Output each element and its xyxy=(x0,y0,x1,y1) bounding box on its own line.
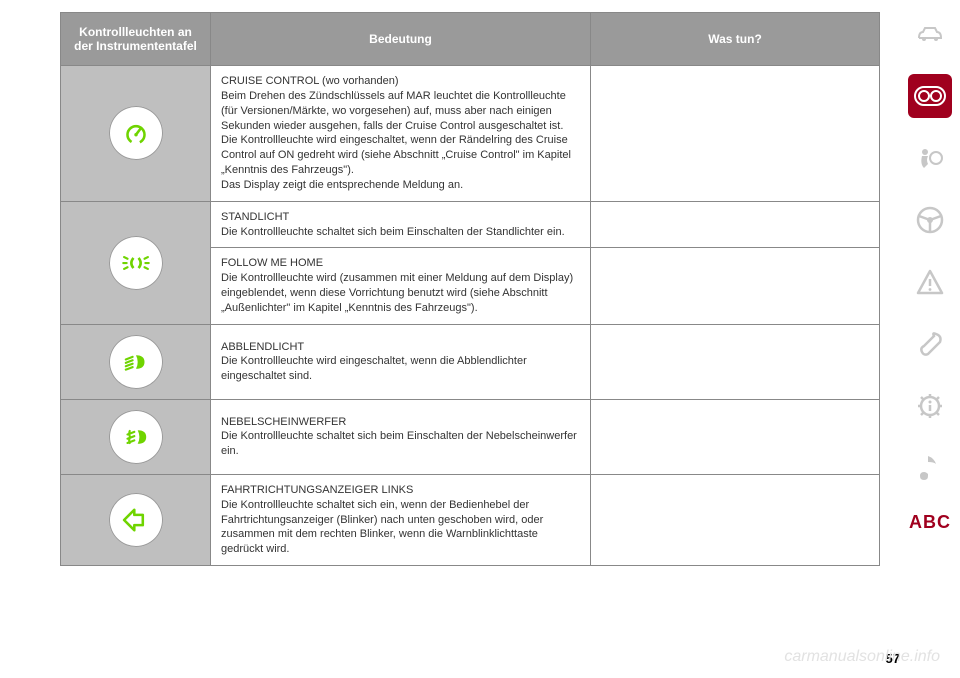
tab-wrench-icon[interactable] xyxy=(908,322,952,366)
action-cell xyxy=(591,324,880,399)
table-row: STANDLICHT Die Kontrollleuchte schaltet … xyxy=(61,201,880,248)
action-cell xyxy=(591,66,880,202)
tab-airbag-icon[interactable] xyxy=(908,136,952,180)
col-header-icon: Kontrollleuchten an der Instrumententafe… xyxy=(61,13,211,66)
tab-abc-label[interactable]: ABC xyxy=(909,512,951,533)
tab-warning-icon[interactable] xyxy=(908,260,952,304)
warning-lights-table: Kontrollleuchten an der Instrumententafe… xyxy=(60,12,880,566)
low-beam-icon xyxy=(109,335,163,389)
table-row: FAHRTRICHTUNGSANZEIGER LINKS Die Kontrol… xyxy=(61,474,880,565)
tab-car-icon[interactable] xyxy=(908,12,952,56)
fog-light-icon xyxy=(109,410,163,464)
parking-light-icon xyxy=(109,236,163,290)
cruise-control-icon xyxy=(109,106,163,160)
tab-music-icon[interactable] xyxy=(908,446,952,490)
sidebar-tabs: ABC xyxy=(900,0,960,678)
meaning-cell: FAHRTRICHTUNGSANZEIGER LINKS Die Kontrol… xyxy=(211,474,591,565)
meaning-cell: NEBELSCHEINWERFER Die Kontrollleuchte sc… xyxy=(211,399,591,474)
tab-info-gear-icon[interactable] xyxy=(908,384,952,428)
col-header-action: Was tun? xyxy=(591,13,880,66)
tab-cluster-icon[interactable] xyxy=(908,74,952,118)
action-cell xyxy=(591,474,880,565)
table-row: CRUISE CONTROL (wo vorhanden) Beim Drehe… xyxy=(61,66,880,202)
icon-cell-lowbeam xyxy=(61,324,211,399)
tab-steering-icon[interactable] xyxy=(908,198,952,242)
action-cell xyxy=(591,248,880,324)
table-row: NEBELSCHEINWERFER Die Kontrollleuchte sc… xyxy=(61,399,880,474)
meaning-cell: CRUISE CONTROL (wo vorhanden) Beim Drehe… xyxy=(211,66,591,202)
icon-cell-parkinglight xyxy=(61,201,211,324)
meaning-cell: FOLLOW ME HOME Die Kontrollleuchte wird … xyxy=(211,248,591,324)
icon-cell-foglight xyxy=(61,399,211,474)
left-turn-icon xyxy=(109,493,163,547)
meaning-cell: ABBLENDLICHT Die Kontrollleuchte wird ei… xyxy=(211,324,591,399)
icon-cell-cruise xyxy=(61,66,211,202)
meaning-cell: STANDLICHT Die Kontrollleuchte schaltet … xyxy=(211,201,591,248)
col-header-meaning: Bedeutung xyxy=(211,13,591,66)
action-cell xyxy=(591,201,880,248)
page-number: 57 xyxy=(0,651,900,666)
action-cell xyxy=(591,399,880,474)
main-content: Kontrollleuchten an der Instrumententafe… xyxy=(0,0,900,678)
table-row: ABBLENDLICHT Die Kontrollleuchte wird ei… xyxy=(61,324,880,399)
icon-cell-leftturn xyxy=(61,474,211,565)
